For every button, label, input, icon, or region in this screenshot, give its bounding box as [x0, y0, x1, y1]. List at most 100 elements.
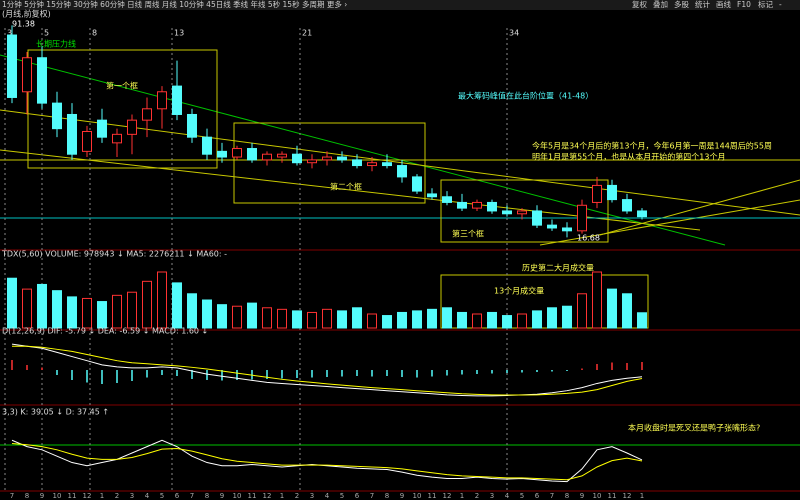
candle-body	[547, 224, 557, 229]
toolbar-item[interactable]: -	[779, 0, 782, 9]
candle-body	[427, 193, 437, 198]
x-tick-label: 10	[413, 492, 422, 500]
x-tick-label: 5	[340, 492, 344, 500]
volume-bar	[352, 307, 362, 329]
volume-bar	[382, 315, 392, 329]
x-tick-label: 10	[233, 492, 242, 500]
candle-body	[592, 184, 602, 203]
volume-bar	[157, 271, 167, 329]
candle-body	[502, 210, 512, 215]
x-tick-label: 9	[400, 492, 404, 500]
x-tick-label: 9	[220, 492, 224, 500]
trend-line	[0, 109, 800, 216]
candle-body	[97, 119, 107, 138]
candle-body	[172, 85, 182, 115]
x-tick-label: 1	[460, 492, 464, 500]
volume-bar	[277, 308, 287, 329]
annotation: 13个月成交量	[494, 286, 544, 296]
volume-bar	[67, 296, 77, 329]
cycle-label: 5	[44, 29, 49, 38]
candle-body	[217, 150, 227, 158]
volume-bar	[502, 315, 512, 329]
candle-body	[442, 196, 452, 203]
candle-body	[472, 201, 482, 209]
x-tick-label: 7	[370, 492, 374, 500]
annotation: 长期压力线	[36, 39, 76, 49]
series-line	[11, 439, 643, 483]
x-tick-label: 4	[145, 492, 150, 500]
toolbar-item[interactable]: 复权	[632, 0, 647, 9]
x-tick-label: 2	[295, 492, 299, 500]
candle-body	[382, 162, 392, 167]
candle-body	[142, 108, 152, 121]
period-tabs[interactable]: 1分钟 5分钟 15分钟 30分钟 60分钟 日线 周线 月线 10分钟 45日…	[2, 0, 347, 9]
panel-title: 3,3) K: 39.05 ↓ D: 37.45 ↑	[2, 408, 109, 417]
candle-body	[292, 153, 302, 164]
volume-bar	[607, 288, 617, 329]
volume-bar	[127, 291, 137, 329]
volume-bar	[637, 312, 647, 329]
cycle-label: 8	[92, 29, 97, 38]
volume-bar	[112, 294, 122, 329]
x-tick-label: 3	[490, 492, 494, 500]
x-tick-label: 7	[550, 492, 554, 500]
annotation: 今年5月是34个月后的第13个月，今年6月第一周是144周后的55周	[532, 141, 772, 151]
x-tick-label: 1	[280, 492, 284, 500]
volume-bar	[187, 293, 197, 329]
volume-bar	[562, 305, 572, 329]
x-tick-label: 7	[190, 492, 194, 500]
candle-body	[412, 176, 422, 192]
x-tick-label: 10	[53, 492, 62, 500]
annotation: 第三个框	[452, 229, 484, 239]
candle-body	[7, 34, 17, 98]
candle-body	[37, 57, 47, 104]
series-line	[11, 343, 643, 397]
candle-body	[457, 201, 467, 209]
trend-line	[539, 199, 800, 246]
x-tick-label: 6	[175, 492, 180, 500]
x-tick-label: 5	[520, 492, 524, 500]
x-tick-label: 12	[83, 492, 92, 500]
x-tick-label: 1	[640, 492, 644, 500]
x-tick-label: 3	[130, 492, 134, 500]
toolbar-item[interactable]: 统计	[695, 0, 710, 9]
candle-body	[367, 162, 377, 167]
volume-bar	[217, 304, 227, 329]
volume-bar	[367, 313, 377, 329]
candle-body	[82, 131, 92, 152]
panel-title: TDX(5,60) VOLUME: 978943 ↓ MA5: 2276211 …	[1, 250, 227, 259]
x-tick-label: 2	[475, 492, 479, 500]
chart-header: (月线,前复权)	[2, 9, 51, 19]
candle-body	[112, 133, 122, 144]
x-tick-label: 11	[68, 492, 77, 500]
box	[27, 49, 218, 169]
x-tick-label: 8	[565, 492, 569, 500]
toolbar-item[interactable]: 多股	[674, 0, 689, 9]
candle-body	[307, 159, 317, 164]
candle-body	[202, 136, 212, 155]
x-tick-label: 12	[443, 492, 452, 500]
volume-bar	[307, 311, 317, 329]
volume-bar	[592, 271, 602, 329]
x-tick-label: 8	[25, 492, 29, 500]
toolbar-item[interactable]: 标记	[758, 0, 773, 9]
x-tick-label: 9	[580, 492, 584, 500]
x-tick-label: 6	[355, 492, 360, 500]
x-tick-label: 10	[593, 492, 602, 500]
drawings	[0, 49, 800, 492]
candle-body	[352, 159, 362, 167]
x-tick-label: 11	[428, 492, 437, 500]
box	[440, 274, 649, 329]
volume-bar	[247, 302, 257, 329]
candle-body	[52, 102, 62, 130]
series-line	[12, 345, 643, 396]
annotation: 第一个框	[106, 81, 138, 91]
volume-bar	[487, 311, 497, 329]
toolbar-item[interactable]: 画线	[716, 0, 731, 9]
panel-title: D(12,26,9) DIF: -5.79 ↓ DEA: -6.59 ↓ MAC…	[2, 327, 208, 336]
toolbar-item[interactable]: 叠加	[653, 0, 668, 9]
annotation: 最大筹码峰值在此台阶位置（41-48）	[458, 91, 593, 101]
toolbar-item[interactable]: F10	[737, 0, 751, 9]
volume-bar	[622, 293, 632, 329]
